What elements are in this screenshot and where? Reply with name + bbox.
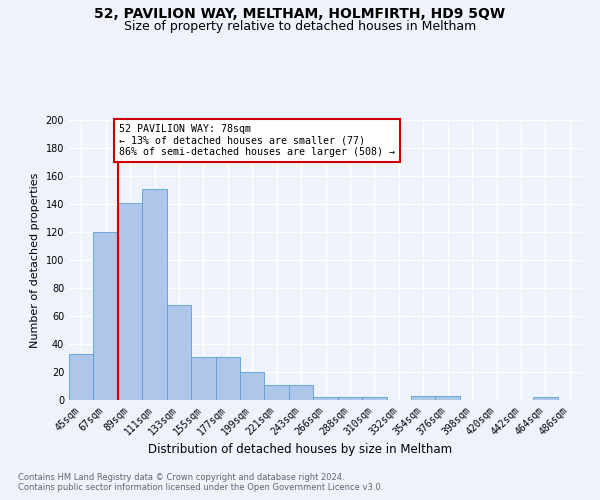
Text: Distribution of detached houses by size in Meltham: Distribution of detached houses by size … <box>148 442 452 456</box>
Bar <box>289 384 313 400</box>
Bar <box>411 396 436 400</box>
Y-axis label: Number of detached properties: Number of detached properties <box>30 172 40 348</box>
Text: Size of property relative to detached houses in Meltham: Size of property relative to detached ho… <box>124 20 476 33</box>
Bar <box>142 188 167 400</box>
Text: 52, PAVILION WAY, MELTHAM, HOLMFIRTH, HD9 5QW: 52, PAVILION WAY, MELTHAM, HOLMFIRTH, HD… <box>94 8 506 22</box>
Bar <box>69 354 94 400</box>
Bar <box>338 397 362 400</box>
Bar <box>240 372 265 400</box>
Bar <box>167 305 191 400</box>
Bar <box>265 384 289 400</box>
Bar <box>313 397 338 400</box>
Bar <box>436 396 460 400</box>
Bar <box>215 356 240 400</box>
Bar <box>533 397 557 400</box>
Text: 52 PAVILION WAY: 78sqm
← 13% of detached houses are smaller (77)
86% of semi-det: 52 PAVILION WAY: 78sqm ← 13% of detached… <box>119 124 395 158</box>
Bar <box>191 356 215 400</box>
Bar <box>362 397 386 400</box>
Text: Contains HM Land Registry data © Crown copyright and database right 2024.
Contai: Contains HM Land Registry data © Crown c… <box>18 472 383 492</box>
Bar <box>118 202 142 400</box>
Bar <box>94 232 118 400</box>
